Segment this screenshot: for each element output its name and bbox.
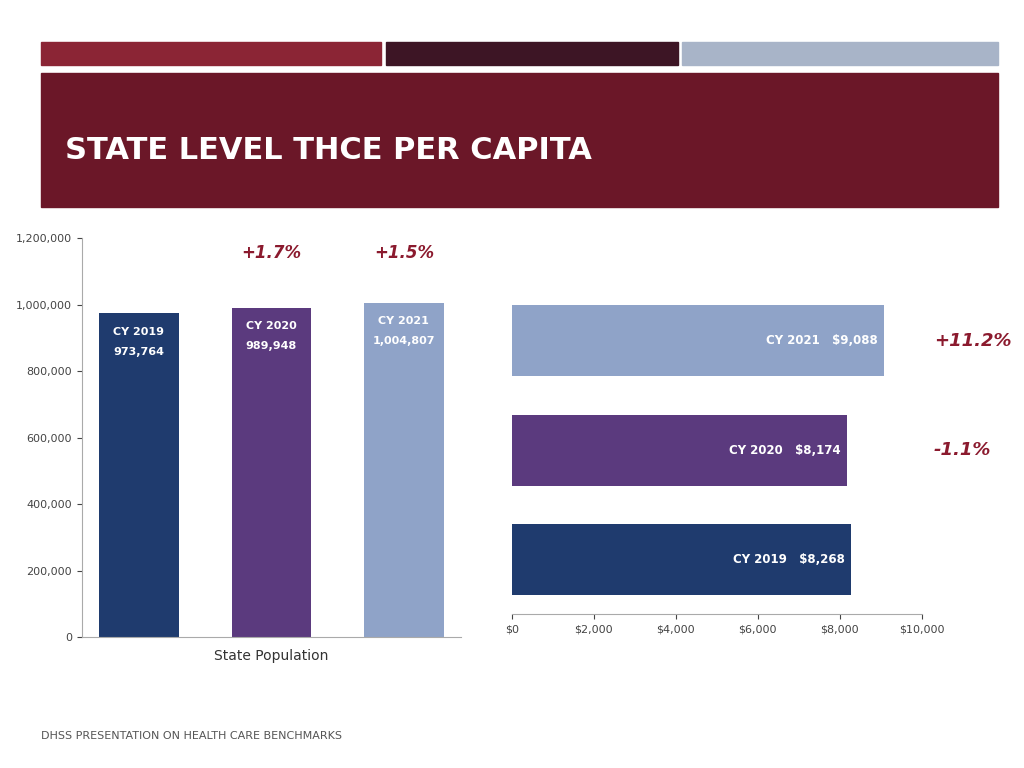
Text: +1.7%: +1.7% xyxy=(242,244,301,262)
Bar xyxy=(682,42,998,65)
Text: +1.5%: +1.5% xyxy=(374,244,434,262)
Bar xyxy=(386,42,678,65)
Text: CY 2020: CY 2020 xyxy=(246,321,297,331)
Text: 973,764: 973,764 xyxy=(114,346,165,356)
X-axis label: State Population: State Population xyxy=(214,648,329,663)
Bar xyxy=(41,42,381,65)
Text: DHSS PRESENTATION ON HEALTH CARE BENCHMARKS: DHSS PRESENTATION ON HEALTH CARE BENCHMA… xyxy=(41,731,342,741)
Text: STATE LEVEL THCE PER CAPITA: STATE LEVEL THCE PER CAPITA xyxy=(65,137,592,165)
Bar xyxy=(231,308,311,637)
Text: +11.2%: +11.2% xyxy=(934,332,1012,350)
Text: CY 2020   $8,174: CY 2020 $8,174 xyxy=(729,444,841,457)
Text: CY 2021   $9,088: CY 2021 $9,088 xyxy=(766,334,879,347)
Text: CY 2019   $8,268: CY 2019 $8,268 xyxy=(732,553,845,566)
Text: CY 2021: CY 2021 xyxy=(379,316,429,326)
Text: 1,004,807: 1,004,807 xyxy=(373,336,435,346)
Text: CY 2019: CY 2019 xyxy=(114,326,165,336)
Bar xyxy=(99,313,178,637)
Text: -1.1%: -1.1% xyxy=(934,442,991,459)
Bar xyxy=(512,415,847,486)
Bar xyxy=(512,524,851,595)
Text: 989,948: 989,948 xyxy=(246,341,297,351)
Bar xyxy=(512,306,885,376)
Bar xyxy=(365,303,443,637)
